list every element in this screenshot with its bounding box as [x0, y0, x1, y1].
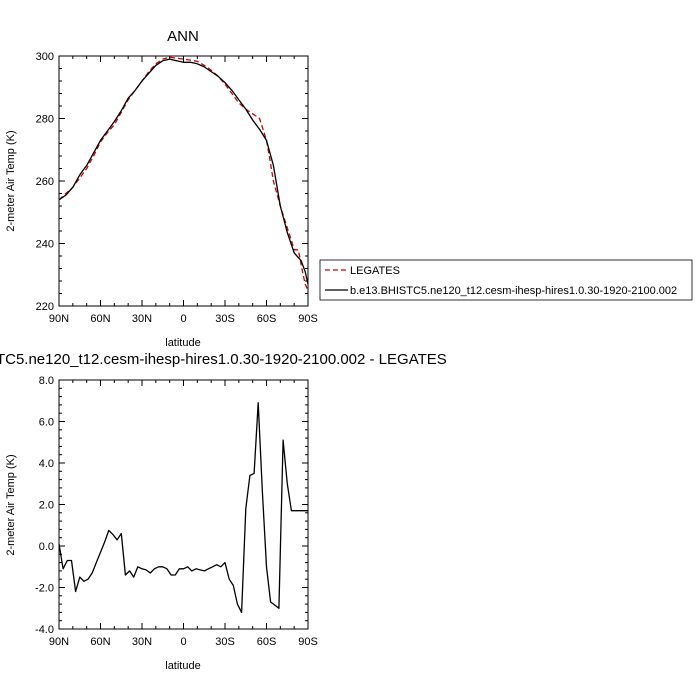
bottom-y-tick-label: -2.0	[35, 583, 54, 595]
top-y-tick-label: 260	[36, 176, 54, 188]
bottom-x-tick-label: 60S	[257, 636, 277, 648]
bottom-y-tick-label: 8.0	[39, 375, 54, 387]
bottom-x-axis-label: latitude	[165, 660, 200, 672]
top-panel: ANN 90N 60N 30N 0 30S 60S 90S 220 240 260 280 300 l…	[5, 28, 318, 349]
top-x-tick-label: 0	[180, 313, 186, 325]
top-x-axis-label: latitude	[165, 337, 200, 349]
top-x-tick-label: 30S	[215, 313, 235, 325]
bottom-x-tick-label: 30N	[132, 636, 152, 648]
top-y-axis-label: 2-meter Air Temp (K)	[5, 130, 17, 231]
bottom-y-tick-label: 0.0	[39, 541, 54, 553]
top-x-tick-label: 90N	[49, 313, 69, 325]
top-series-line-1	[58, 58, 309, 285]
bottom-series-group	[58, 402, 308, 614]
legend-label-model: b.e13.BHISTC5.ne120_t12.cesm-ihesp-hires…	[350, 285, 677, 297]
bottom-x-tick-label: 90N	[49, 636, 69, 648]
bottom-y-tick-label: 2.0	[39, 500, 54, 512]
top-chart-title: ANN	[167, 28, 199, 45]
bottom-series-line-0	[58, 402, 308, 614]
legend-box	[319, 259, 693, 301]
bottom-chart-title: b.e13.BHISTC5.ne120_t12.cesm-ihesp-hires…	[0, 351, 447, 368]
bottom-axis-ticks: 90N 60N 30N 0 30S 60S 90S -4.0 -2.0 0.0 2.0 4.0 6.0 8…	[35, 375, 318, 648]
top-series-group	[58, 56, 309, 291]
legend-label-legates: LEGATES	[350, 265, 400, 277]
bottom-y-axis-label: 2-meter Air Temp (K)	[5, 454, 17, 555]
bottom-x-tick-label: 30S	[215, 636, 235, 648]
bottom-panel: b.e13.BHISTC5.ne120_t12.cesm-ihesp-hires…	[0, 351, 447, 672]
top-axis-ticks: 90N 60N 30N 0 30S 60S 90S 220 240 260 280 300	[36, 51, 318, 325]
top-y-tick-label: 240	[36, 239, 54, 251]
legend: LEGATES b.e13.BHISTC5.ne120_t12.cesm-ihe…	[319, 259, 693, 301]
bottom-x-tick-label: 0	[180, 636, 186, 648]
bottom-x-tick-label: 60N	[90, 636, 110, 648]
top-x-tick-label: 30N	[132, 313, 152, 325]
top-y-tick-label: 300	[36, 51, 54, 63]
top-y-tick-label: 280	[36, 114, 54, 126]
top-x-tick-label: 90S	[298, 313, 318, 325]
top-plot-frame	[58, 55, 309, 307]
bottom-y-tick-label: 4.0	[39, 458, 54, 470]
bottom-x-tick-label: 90S	[298, 636, 318, 648]
bottom-y-tick-label: -4.0	[35, 624, 54, 636]
top-series-line-0	[58, 56, 309, 291]
top-x-tick-label: 60S	[257, 313, 277, 325]
top-x-tick-label: 60N	[90, 313, 110, 325]
top-y-tick-label: 220	[36, 301, 54, 313]
bottom-plot-frame	[58, 379, 309, 630]
bottom-y-tick-label: 6.0	[39, 417, 54, 429]
